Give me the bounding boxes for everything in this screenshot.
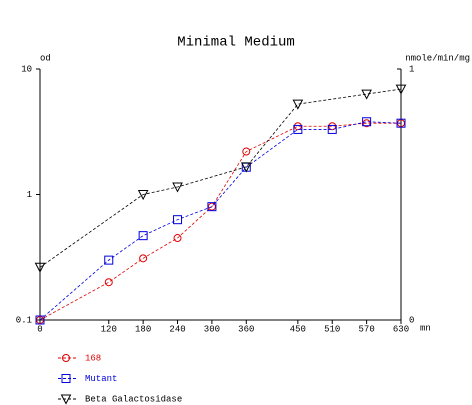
y-axis-label: od bbox=[40, 53, 51, 63]
marker bbox=[293, 124, 303, 134]
x-tick-label: 510 bbox=[324, 324, 340, 334]
marker bbox=[137, 190, 149, 201]
y2-axis-label: nmole/min/mg bbox=[405, 53, 470, 63]
marker bbox=[395, 84, 407, 95]
x-axis-label: mn bbox=[420, 323, 431, 333]
legend-label: Beta Galactosidase bbox=[85, 394, 182, 404]
marker bbox=[138, 231, 148, 241]
marker bbox=[173, 215, 183, 225]
legend-label: Mutant bbox=[85, 374, 117, 384]
chart-title: Minimal Medium bbox=[177, 35, 295, 51]
series-line bbox=[39, 121, 402, 321]
marker bbox=[104, 278, 113, 287]
y2-tick-label: 0 bbox=[409, 315, 414, 325]
x-tick-label: 570 bbox=[359, 324, 375, 334]
y-tick-label: 0.1 bbox=[16, 315, 32, 325]
marker bbox=[292, 99, 304, 110]
marker bbox=[172, 182, 183, 193]
x-tick-label: 450 bbox=[290, 324, 306, 334]
marker bbox=[396, 118, 406, 128]
marker bbox=[173, 234, 182, 243]
marker bbox=[362, 117, 372, 127]
marker bbox=[34, 262, 46, 273]
legend-label: 168 bbox=[85, 353, 101, 363]
series-line bbox=[39, 122, 401, 321]
x-tick-label: 240 bbox=[169, 324, 185, 334]
x-tick-label: 630 bbox=[393, 324, 409, 334]
x-tick-label: 120 bbox=[101, 324, 117, 334]
legend-marker bbox=[61, 374, 71, 383]
marker bbox=[361, 89, 372, 100]
x-tick-label: 180 bbox=[135, 324, 151, 334]
marker bbox=[104, 255, 114, 265]
marker bbox=[242, 147, 251, 156]
x-tick-label: 300 bbox=[204, 324, 220, 334]
series-line bbox=[39, 88, 402, 268]
marker bbox=[35, 315, 45, 325]
marker bbox=[240, 162, 252, 173]
legend-marker bbox=[62, 354, 70, 362]
marker bbox=[327, 124, 337, 134]
y2-tick-label: 1 bbox=[409, 64, 414, 74]
y-tick-label: 1 bbox=[27, 190, 32, 200]
y-tick-label: 10 bbox=[21, 64, 32, 74]
x-tick-label: 360 bbox=[238, 324, 254, 334]
marker bbox=[207, 202, 217, 212]
marker bbox=[139, 254, 148, 263]
x-tick-label: 0 bbox=[37, 324, 42, 334]
legend-marker bbox=[60, 394, 72, 405]
